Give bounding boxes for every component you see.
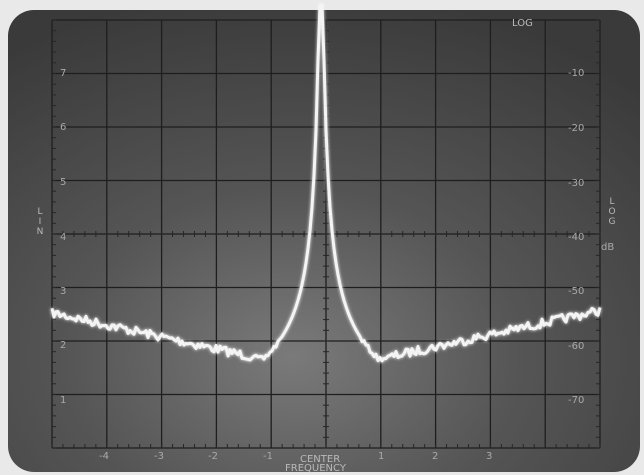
lin-tick-label: 2 (60, 340, 66, 351)
log-title-text: LOG (607, 197, 617, 227)
lin-tick-label: 4 (60, 232, 66, 243)
lin-tick-label: 1 (60, 395, 66, 406)
lin-axis-title: LIN (35, 207, 45, 237)
log-tick-label: -10 (568, 68, 584, 79)
lin-tick-label: 3 (60, 286, 66, 297)
lin-title-text: LIN (35, 207, 45, 237)
log-tick-label: -40 (568, 232, 584, 243)
frequency-tick-label: 2 (432, 451, 438, 462)
lin-tick-label: 5 (60, 177, 66, 188)
frequency-tick-label: -2 (208, 451, 218, 462)
frequency-tick-label: -3 (154, 451, 164, 462)
frequency-tick-label: -4 (99, 451, 109, 462)
log-mode-label: LOG (512, 18, 533, 29)
log-tick-label: -50 (568, 286, 584, 297)
lin-tick-label: 6 (60, 122, 66, 133)
lin-tick-label: 7 (60, 68, 66, 79)
log-tick-label: -70 (568, 395, 584, 406)
frequency-tick-label: -1 (263, 451, 273, 462)
log-tick-label: -60 (568, 341, 584, 352)
log-unit-text: dB (601, 242, 614, 253)
log-tick-label: -20 (568, 123, 584, 134)
frequency-tick-label: 1 (378, 451, 384, 462)
frequency-label: FREQUENCY (285, 463, 347, 474)
frequency-tick-label: 3 (486, 451, 492, 462)
log-tick-label: -30 (568, 178, 584, 189)
